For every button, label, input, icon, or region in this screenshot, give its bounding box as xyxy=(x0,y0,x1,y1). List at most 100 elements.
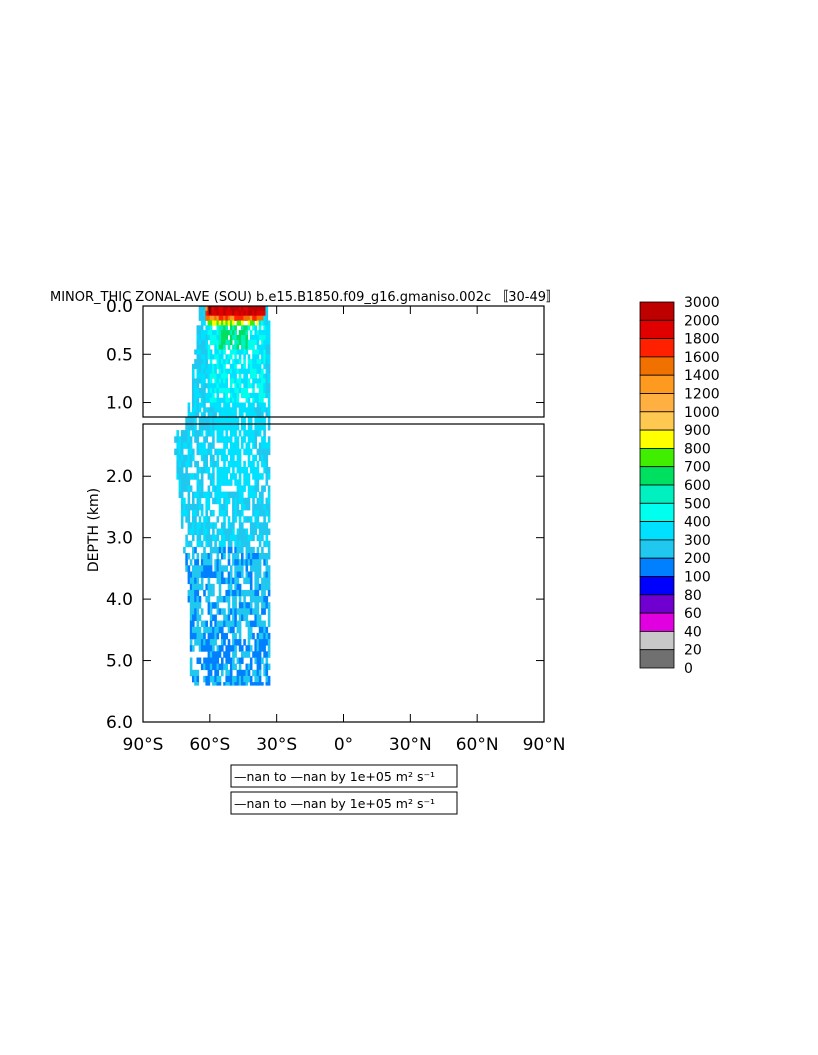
field-cell xyxy=(234,596,237,603)
field-cell xyxy=(241,571,244,578)
field-cell xyxy=(238,479,242,486)
field-cell xyxy=(225,436,228,443)
field-cell xyxy=(185,430,188,437)
field-cell xyxy=(200,402,204,408)
field-cell xyxy=(189,460,193,468)
field-cell xyxy=(227,540,231,548)
field-cell xyxy=(194,397,197,403)
field-cell xyxy=(207,467,211,474)
field-cell xyxy=(218,448,222,456)
field-cell xyxy=(200,510,204,517)
field-cell xyxy=(245,473,249,480)
field-cell xyxy=(198,565,202,572)
field-cell xyxy=(207,315,211,321)
field-cell xyxy=(258,448,262,456)
field-cell xyxy=(200,503,204,511)
field-cell xyxy=(267,407,271,413)
field-cell xyxy=(223,577,226,585)
field-cell xyxy=(203,632,206,640)
field-cell xyxy=(249,467,253,474)
field-cell xyxy=(249,430,253,437)
colorbar: 3000200018001600140012001000900800700600… xyxy=(639,295,720,677)
field-cell xyxy=(241,344,244,350)
field-cell xyxy=(189,669,193,677)
field-cell xyxy=(223,359,226,365)
field-cell xyxy=(221,383,224,389)
field-cell xyxy=(243,335,246,341)
field-cell xyxy=(236,528,240,535)
field-cell xyxy=(207,310,211,316)
field-cell xyxy=(221,553,224,560)
field-cell xyxy=(252,320,255,326)
field-cell xyxy=(261,546,264,554)
field-cell xyxy=(249,368,253,374)
field-cell xyxy=(200,320,204,326)
field-cell xyxy=(229,363,233,370)
field-cell xyxy=(252,553,255,560)
field-cell xyxy=(247,368,251,374)
field-cell xyxy=(203,354,206,360)
field-cell xyxy=(212,546,215,554)
field-cell xyxy=(209,454,213,462)
field-cell xyxy=(249,583,253,591)
field-cell xyxy=(241,675,244,683)
field-cell xyxy=(218,608,222,615)
field-cell xyxy=(249,373,253,379)
field-cell xyxy=(196,565,200,572)
field-cell xyxy=(236,657,240,664)
field-cell xyxy=(225,473,228,480)
field-cell xyxy=(254,335,257,341)
field-cell xyxy=(196,473,200,480)
field-cell xyxy=(221,454,224,462)
field-cell xyxy=(227,675,231,683)
field-cell xyxy=(221,407,224,413)
field-cell xyxy=(267,675,271,683)
field-cell xyxy=(254,682,257,686)
field-cell xyxy=(200,330,204,336)
field-cell xyxy=(252,460,255,468)
field-cell xyxy=(243,559,246,566)
field-cell xyxy=(229,388,233,394)
colorbar-swatch xyxy=(639,557,675,577)
field-cell xyxy=(196,528,200,535)
field-cell xyxy=(263,583,266,591)
field-cell xyxy=(200,306,204,312)
field-cell xyxy=(196,363,200,370)
field-cell xyxy=(192,608,195,615)
field-cell xyxy=(261,330,264,336)
field-cell xyxy=(214,378,217,384)
field-cell xyxy=(245,497,249,505)
field-cell xyxy=(265,626,269,634)
field-cell xyxy=(192,546,195,554)
field-cell xyxy=(212,682,215,686)
field-cell xyxy=(234,608,237,615)
field-cell xyxy=(196,657,200,664)
field-cell xyxy=(205,407,208,413)
field-cell xyxy=(209,559,213,566)
field-cell xyxy=(187,503,191,511)
field-cell xyxy=(241,608,244,615)
field-cell xyxy=(249,448,253,456)
field-cell xyxy=(225,645,228,652)
field-cell xyxy=(216,363,220,370)
field-cell xyxy=(261,407,264,413)
field-cell xyxy=(205,503,208,511)
field-cell xyxy=(209,383,213,389)
field-cell xyxy=(223,467,226,474)
field-cell xyxy=(225,368,228,374)
field-cell xyxy=(238,412,242,418)
field-cell xyxy=(214,448,217,456)
field-cell xyxy=(267,577,271,585)
field-cell xyxy=(180,522,184,529)
field-cell xyxy=(200,344,204,350)
field-cell xyxy=(209,430,213,437)
field-cell xyxy=(249,310,253,316)
field-cell xyxy=(227,479,231,486)
field-cell xyxy=(207,473,211,480)
field-cell xyxy=(232,577,235,585)
field-cell xyxy=(207,565,211,572)
field-cell xyxy=(249,596,253,603)
field-cell xyxy=(254,602,257,609)
field-cell xyxy=(261,608,264,615)
field-cell xyxy=(265,306,269,312)
